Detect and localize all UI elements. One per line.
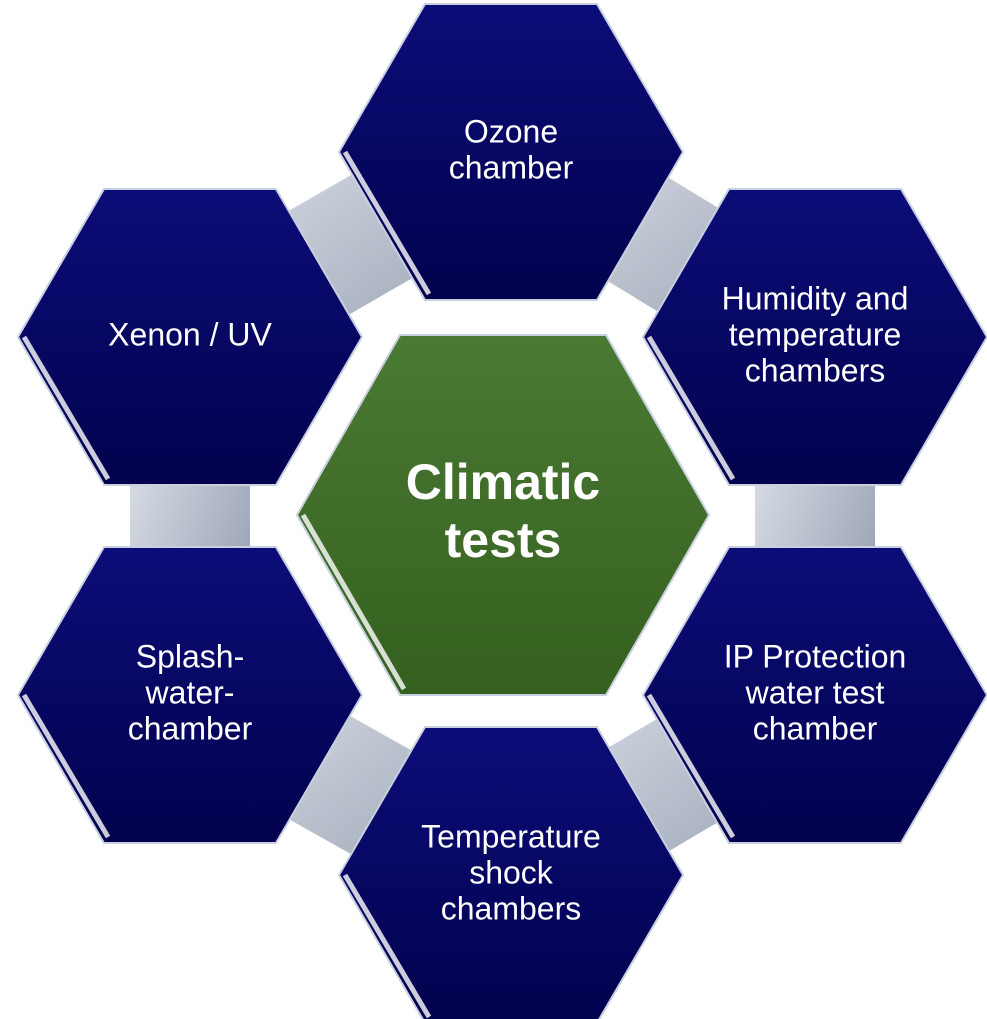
- hexagon: [16, 546, 364, 844]
- node-label: water-: [145, 674, 235, 710]
- node-label: Temperature: [421, 818, 601, 854]
- hexagon: [337, 726, 685, 1019]
- node-label: tests: [445, 512, 562, 568]
- hexagon-highlight: [21, 335, 111, 481]
- node-label: water test: [745, 674, 885, 710]
- node-label: chamber: [128, 710, 253, 746]
- hexagon-highlight: [21, 693, 111, 839]
- hexagon-highlight: [342, 150, 432, 296]
- hexagon: [641, 188, 987, 486]
- hexagon-highlight: [300, 513, 407, 691]
- node-label: chamber: [753, 710, 878, 746]
- node-label: temperature: [729, 316, 902, 352]
- hexagon-highlight: [646, 693, 736, 839]
- hexagon: [16, 188, 364, 486]
- node-label: Humidity and: [722, 280, 909, 316]
- node-label: chambers: [441, 890, 582, 926]
- hexagon: [641, 546, 987, 844]
- node-label: Xenon / UV: [108, 316, 272, 352]
- node-label: chambers: [745, 352, 886, 388]
- node-label: IP Protection: [724, 638, 907, 674]
- node-label: Climatic: [406, 454, 601, 510]
- hexagon-highlight: [342, 873, 432, 1019]
- node-label: chamber: [449, 149, 574, 185]
- hexagon-highlight: [646, 335, 736, 481]
- hexagon: [295, 334, 711, 696]
- node-label: Splash-: [136, 638, 245, 674]
- hexagon: [337, 3, 685, 301]
- node-label: shock: [469, 854, 554, 890]
- node-label: Ozone: [464, 113, 558, 149]
